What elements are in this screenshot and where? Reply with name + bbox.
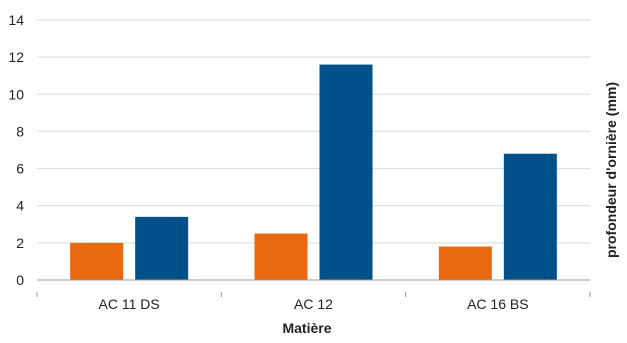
- bar: [70, 242, 124, 280]
- y-tick-label: 12: [8, 49, 24, 65]
- y-tick-label: 8: [16, 123, 24, 139]
- y-tick-label: 0: [16, 272, 24, 288]
- x-axis-title: Matière: [282, 320, 331, 336]
- y-axis-ticks: 0 2 4 6 8 10 12 14: [8, 12, 24, 288]
- bars: [70, 64, 557, 280]
- y-tick-label: 2: [16, 235, 24, 251]
- x-tick-label: AC 11 DS: [99, 296, 160, 312]
- y-tick-label: 6: [16, 161, 24, 177]
- gridlines: [37, 19, 590, 244]
- x-tick-label: AC 16 BS: [467, 296, 528, 312]
- x-tick-label: AC 12: [294, 296, 333, 312]
- bar: [254, 233, 308, 280]
- bar: [135, 216, 189, 280]
- bar: [319, 64, 373, 280]
- y-tick-label: 10: [8, 86, 24, 102]
- y-axis-title: profondeur d'ornière (mm): [603, 82, 619, 258]
- bar: [503, 153, 557, 280]
- y-tick-label: 14: [8, 12, 24, 28]
- x-axis: AC 11 DS AC 12 AC 16 BS: [36, 279, 591, 312]
- bar: [438, 246, 492, 280]
- y-tick-label: 4: [16, 198, 24, 214]
